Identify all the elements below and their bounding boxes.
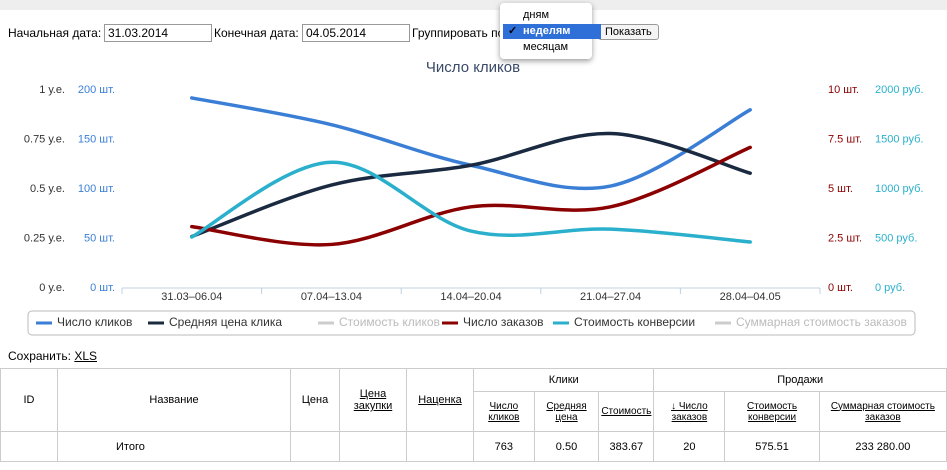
- y-tick-label: 0 руб.: [875, 282, 905, 294]
- y-tick-label: 1 у.е.: [39, 84, 65, 96]
- y-tick-label: 100 шт.: [78, 183, 115, 195]
- group-header: Продажи: [653, 367, 947, 393]
- series-line: [190, 160, 752, 244]
- x-tick-label: 31.03–06.04: [161, 291, 222, 303]
- start-input[interactable]: 31.03.2014: [104, 24, 212, 42]
- column-header[interactable]: Наценка: [406, 368, 474, 432]
- tab-bar: [0, 0, 947, 10]
- save-row: Сохранить: XLS: [8, 349, 97, 363]
- legend-label: Число кликов: [57, 315, 132, 329]
- check-mark: ✓: [508, 25, 518, 37]
- column-header: ID: [0, 368, 58, 432]
- total-value: 575.51: [724, 431, 820, 462]
- total-value: 20: [653, 431, 726, 462]
- y-tick-label: 150 шт.: [78, 133, 115, 145]
- group-label: Группировать по: [412, 26, 505, 40]
- legend-label: Стоимость конверсии: [574, 315, 695, 329]
- y-tick-label: 2.5 шт.: [828, 232, 862, 244]
- column-header[interactable]: Суммарная стоимость заказов: [818, 391, 947, 432]
- column-header: Цена: [290, 368, 340, 432]
- y-tick-label: 50 шт.: [84, 232, 115, 244]
- xls-link[interactable]: XLS: [74, 349, 97, 363]
- group-header: Клики: [472, 367, 655, 393]
- cell: [0, 431, 58, 462]
- legend-label: Стоимость кликов: [339, 315, 440, 329]
- column-header[interactable]: Стоимость: [598, 391, 655, 432]
- y-tick-label: 7.5 шт.: [828, 133, 862, 145]
- y-tick-label: 2000 руб.: [875, 84, 924, 96]
- y-tick-label: 500 руб.: [875, 232, 917, 244]
- x-tick-label: 14.04–20.04: [440, 291, 501, 303]
- total-value: 383.67: [598, 431, 655, 462]
- y-tick-label: 0.5 у.е.: [30, 183, 65, 195]
- y-tick-label: 5 шт.: [828, 183, 853, 195]
- total-value: 233 280.00: [818, 431, 947, 462]
- column-header[interactable]: Цена закупки: [339, 368, 407, 432]
- y-tick-label: 0 шт.: [828, 282, 853, 294]
- cell: [339, 431, 407, 462]
- group-option[interactable]: месяцам: [523, 41, 569, 53]
- y-tick-label: 10 шт.: [828, 84, 859, 96]
- end-label: Конечная дата:: [214, 26, 299, 40]
- column-header[interactable]: Средняя цена: [533, 391, 600, 432]
- column-header[interactable]: Стоимость конверсии: [724, 391, 820, 432]
- legend-label: Средняя цена клика: [169, 315, 282, 329]
- group-option[interactable]: дням: [523, 9, 550, 21]
- x-tick-label: 28.04–04.05: [720, 291, 781, 303]
- series-line: [190, 145, 752, 247]
- y-tick-label: 0 шт.: [90, 282, 115, 294]
- header-row: ID Название Цена Цена закупки Наценка Клики Пр…: [0, 367, 947, 432]
- save-label: Сохранить:: [8, 349, 71, 363]
- end-input[interactable]: 04.05.2014: [302, 24, 410, 42]
- cell: [406, 431, 474, 462]
- group-dropdown[interactable]: дням неделям месяцам ✓: [500, 3, 601, 59]
- group-option[interactable]: неделям: [503, 24, 601, 39]
- total-value: 0.50: [533, 431, 600, 462]
- y-tick-label: 1500 руб.: [875, 133, 924, 145]
- y-tick-label: 0.25 у.е.: [24, 232, 65, 244]
- column-header[interactable]: Число кликов: [473, 391, 535, 432]
- legend-label: Число заказов: [463, 315, 544, 329]
- total-row: Итого 763 0.50 383.67 20 575.51 233 280.00: [0, 431, 947, 462]
- subheader-row: Число кликов Средняя цена Стоимость ↓ Число…: [1, 391, 947, 432]
- series-line: [190, 131, 752, 239]
- report-table: ID Название Цена Цена закупки Наценка Клики Пр…: [0, 367, 947, 462]
- start-label: Начальная дата:: [8, 26, 102, 40]
- total-label: Итого: [57, 431, 291, 462]
- column-header[interactable]: ↓ Число заказов: [653, 391, 726, 432]
- chart: Число кликов 0 у.е. 0.25 у.е. 0.5 у.е. 0.75…: [24, 59, 924, 336]
- column-header: Название: [57, 368, 291, 432]
- total-value: 763: [473, 431, 535, 462]
- legend-label: Суммарная стоимость заказов: [736, 315, 907, 329]
- y-tick-label: 0.75 у.е.: [24, 133, 65, 145]
- y-tick-label: 200 шт.: [78, 84, 115, 96]
- x-tick-label: 07.04–13.04: [301, 291, 362, 303]
- cell: [290, 431, 340, 462]
- x-tick-label: 21.04–27.04: [580, 291, 641, 303]
- chart-title: Число кликов: [426, 59, 520, 76]
- y-tick-label: 0 у.е.: [39, 282, 65, 294]
- y-tick-label: 1000 руб.: [875, 183, 924, 195]
- legend-box: [27, 310, 916, 336]
